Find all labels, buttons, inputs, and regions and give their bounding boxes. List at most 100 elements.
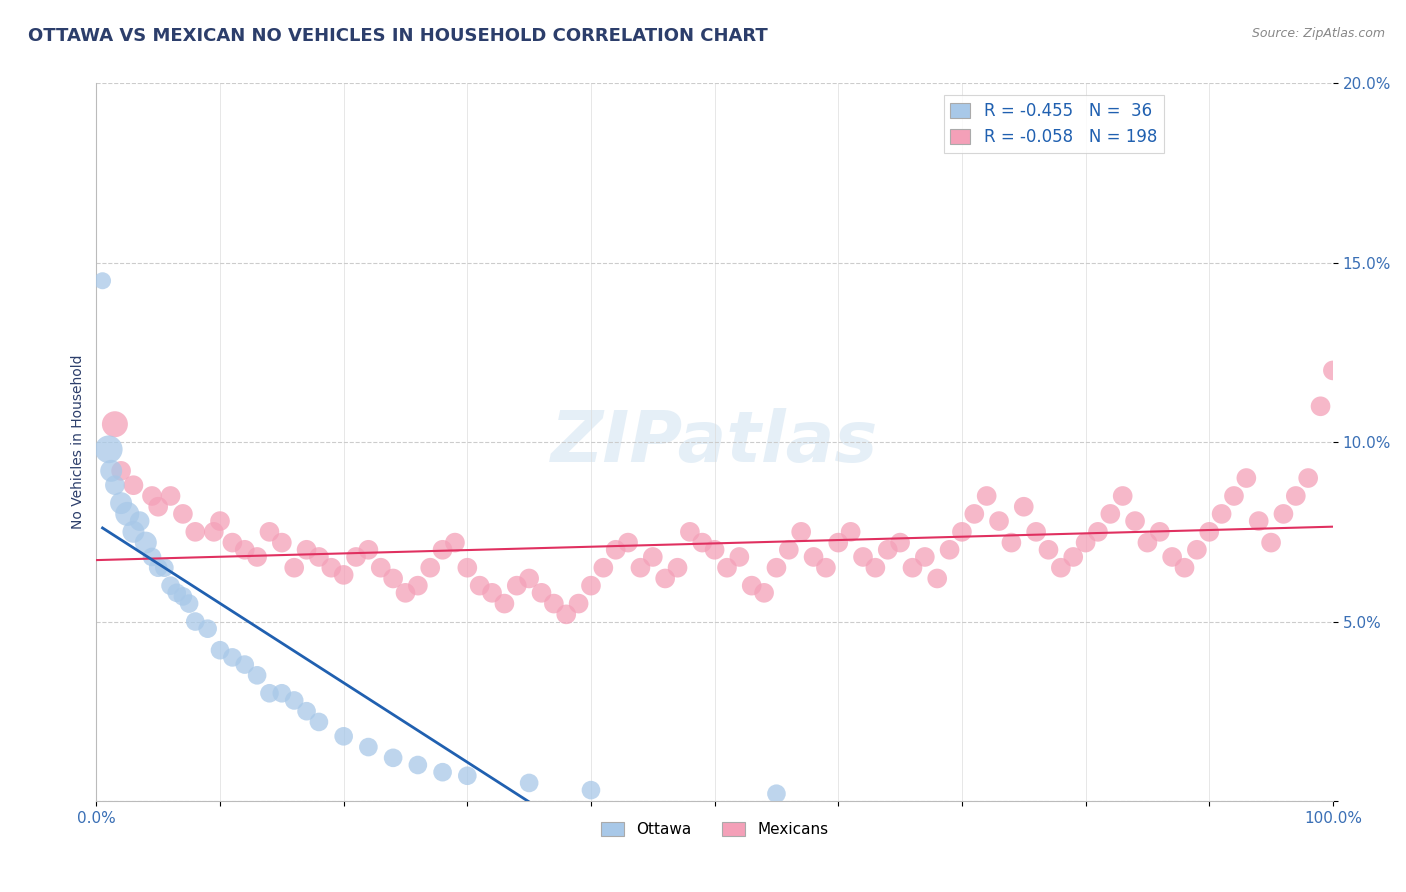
Point — [950, 524, 973, 539]
Point — [382, 572, 405, 586]
Point — [839, 524, 862, 539]
Point — [135, 535, 157, 549]
Point — [901, 560, 924, 574]
Point — [1260, 535, 1282, 549]
Point — [166, 586, 188, 600]
Y-axis label: No Vehicles in Household: No Vehicles in Household — [72, 355, 86, 530]
Point — [159, 579, 181, 593]
Point — [91, 274, 114, 288]
Point — [765, 560, 787, 574]
Point — [938, 542, 960, 557]
Point — [332, 567, 354, 582]
Point — [100, 464, 122, 478]
Point — [221, 535, 243, 549]
Point — [148, 500, 170, 514]
Point — [141, 489, 163, 503]
Point — [104, 478, 127, 492]
Point — [202, 524, 225, 539]
Point — [172, 507, 194, 521]
Point — [344, 549, 367, 564]
Point — [666, 560, 689, 574]
Point — [295, 542, 318, 557]
Point — [592, 560, 614, 574]
Point — [177, 597, 200, 611]
Point — [110, 496, 132, 510]
Point — [432, 765, 454, 780]
Point — [1322, 363, 1344, 377]
Point — [579, 579, 602, 593]
Point — [1285, 489, 1308, 503]
Point — [976, 489, 998, 503]
Point — [259, 686, 281, 700]
Point — [963, 507, 986, 521]
Point — [208, 643, 231, 657]
Point — [865, 560, 887, 574]
Point — [117, 507, 139, 521]
Point — [741, 579, 763, 593]
Point — [790, 524, 813, 539]
Point — [1038, 542, 1060, 557]
Point — [283, 693, 305, 707]
Point — [456, 560, 478, 574]
Point — [456, 769, 478, 783]
Point — [1123, 514, 1146, 528]
Point — [97, 442, 120, 457]
Point — [141, 549, 163, 564]
Point — [641, 549, 664, 564]
Point — [270, 686, 292, 700]
Point — [778, 542, 800, 557]
Point — [172, 590, 194, 604]
Point — [270, 535, 292, 549]
Point — [1211, 507, 1233, 521]
Point — [728, 549, 751, 564]
Point — [370, 560, 392, 574]
Point — [517, 572, 540, 586]
Point — [1161, 549, 1184, 564]
Point — [827, 535, 849, 549]
Point — [394, 586, 416, 600]
Point — [765, 787, 787, 801]
Point — [555, 607, 578, 622]
Point — [233, 542, 256, 557]
Point — [444, 535, 467, 549]
Text: OTTAWA VS MEXICAN NO VEHICLES IN HOUSEHOLD CORRELATION CHART: OTTAWA VS MEXICAN NO VEHICLES IN HOUSEHO… — [28, 27, 768, 45]
Point — [148, 560, 170, 574]
Point — [153, 560, 176, 574]
Point — [605, 542, 627, 557]
Point — [506, 579, 529, 593]
Point — [1309, 399, 1331, 413]
Point — [419, 560, 441, 574]
Point — [332, 729, 354, 743]
Point — [568, 597, 591, 611]
Point — [184, 615, 207, 629]
Point — [889, 535, 911, 549]
Point — [617, 535, 640, 549]
Point — [1111, 489, 1133, 503]
Point — [530, 586, 553, 600]
Point — [233, 657, 256, 672]
Point — [494, 597, 516, 611]
Point — [295, 704, 318, 718]
Point — [221, 650, 243, 665]
Point — [1099, 507, 1122, 521]
Point — [543, 597, 565, 611]
Point — [703, 542, 725, 557]
Point — [259, 524, 281, 539]
Point — [803, 549, 825, 564]
Point — [308, 714, 330, 729]
Point — [1223, 489, 1246, 503]
Point — [1000, 535, 1022, 549]
Point — [122, 478, 145, 492]
Point — [197, 622, 219, 636]
Point — [1012, 500, 1035, 514]
Point — [1185, 542, 1208, 557]
Point — [468, 579, 491, 593]
Point — [1149, 524, 1171, 539]
Text: ZIPatlas: ZIPatlas — [551, 408, 879, 476]
Point — [752, 586, 775, 600]
Point — [1062, 549, 1084, 564]
Point — [1025, 524, 1047, 539]
Point — [876, 542, 898, 557]
Point — [1087, 524, 1109, 539]
Point — [246, 549, 269, 564]
